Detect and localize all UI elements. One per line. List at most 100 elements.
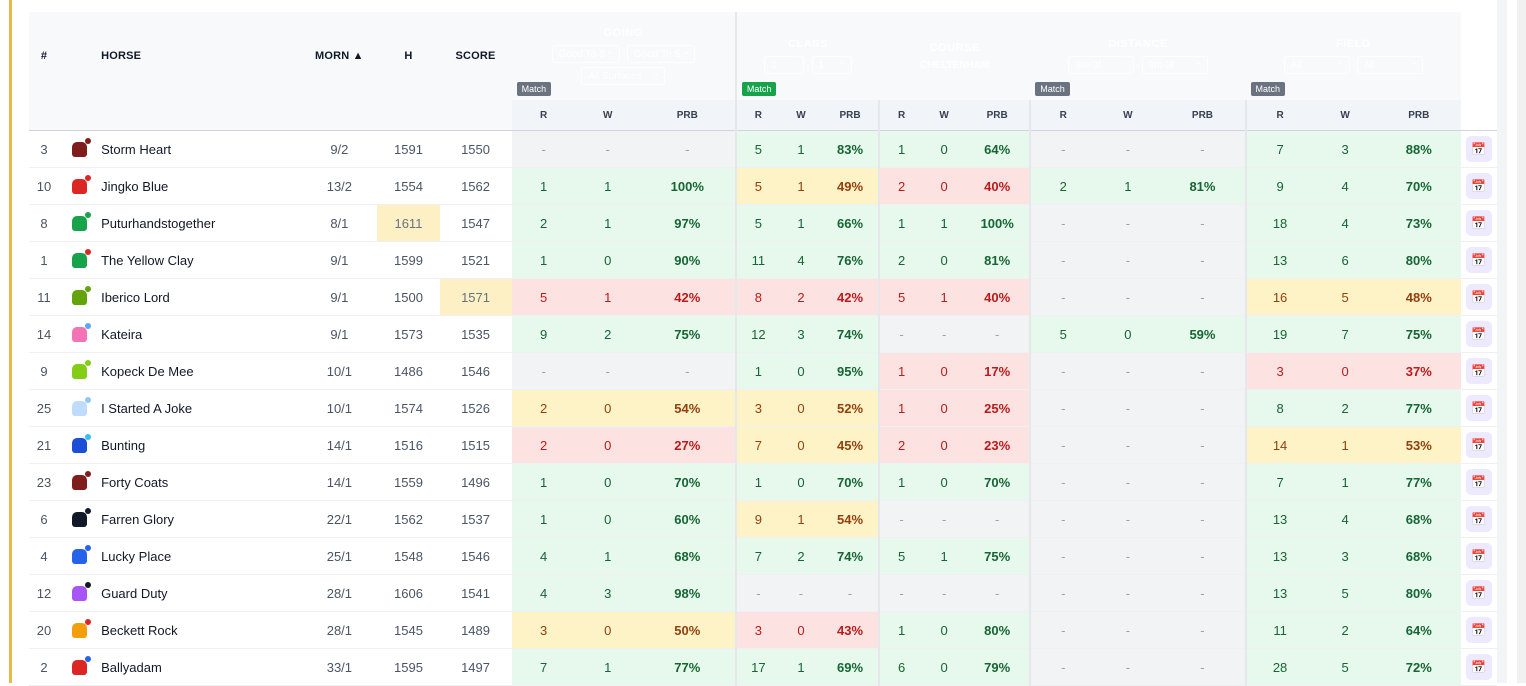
jockey-silk-icon [69, 619, 92, 641]
calendar-save-icon[interactable]: 📅 [1465, 506, 1492, 532]
score: 1547 [439, 204, 512, 242]
course-runs: 2 [878, 241, 924, 279]
runner-row[interactable]: 2 Ballyadam 33/1 1595 1497 7 1 77% 17 1 69% 6 0 79% - -… [29, 648, 1497, 686]
going-prb: 42% [639, 278, 736, 316]
horse-name[interactable]: Bunting [101, 426, 302, 464]
silk-cell [59, 389, 102, 427]
runner-row[interactable]: 8 Puturhandstogether 8/1 1611 1547 2 1 97% 5 1 66%… [29, 204, 1497, 242]
class-prb: 52% [821, 389, 880, 427]
distance-select-from[interactable]: 3m-3f [1068, 54, 1135, 74]
horse-name[interactable]: Farren Glory [101, 500, 302, 538]
field-select-from[interactable]: All [1283, 54, 1350, 74]
calendar-save-icon[interactable]: 📅 [1465, 210, 1492, 236]
dist-prb: 81% [1160, 167, 1246, 205]
class-wins: 1 [779, 130, 822, 168]
calendar-save-icon[interactable]: 📅 [1465, 358, 1492, 384]
going-select-to[interactable]: Good To S [626, 43, 695, 63]
silk-cell [59, 537, 102, 575]
runner-row[interactable]: 14 Kateira 9/1 1573 1535 9 2 75% 12 3 74% - - -5 0 59% 1… [29, 315, 1497, 353]
calendar-save-icon[interactable]: 📅 [1465, 136, 1492, 162]
calendar-save-icon[interactable]: 📅 [1465, 617, 1492, 643]
dist-runs: - [1029, 352, 1096, 390]
horse-name[interactable]: Lucky Place [101, 537, 302, 575]
course-wins: 1 [923, 537, 966, 575]
col-header-score[interactable]: SCORE [439, 12, 512, 100]
class-select-to[interactable]: 1 [811, 54, 852, 74]
runner-row[interactable]: 20 Beckett Rock 28/1 1545 1489 3 0 50% 3 0 43% 1 0 80… [29, 611, 1497, 649]
score: 1535 [439, 315, 512, 353]
calendar-save-icon[interactable]: 📅 [1465, 432, 1492, 458]
runner-row[interactable]: 6 Farren Glory 22/1 1562 1537 1 0 60% 9 1 54% - - - - -… [29, 500, 1497, 538]
h-rating: 1591 [377, 130, 440, 168]
runner-row[interactable]: 9 Kopeck De Mee 10/1 1486 1546- - -1 0 95% 1 0 17% -… [29, 352, 1497, 390]
horse-name[interactable]: I Started A Joke [101, 389, 302, 427]
class-prb: 74% [821, 315, 880, 353]
runner-row[interactable]: 3 Storm Heart 9/2 1591 1550- - -5 1 83% 1 0 64% - - -7… [29, 130, 1497, 168]
horse-name[interactable]: Kopeck De Mee [101, 352, 302, 390]
col-header-h[interactable]: H [377, 12, 440, 100]
horse-name[interactable]: The Yellow Clay [101, 241, 302, 279]
field-runs: 7 [1244, 463, 1314, 501]
field-wins: 4 [1313, 167, 1377, 205]
runner-row[interactable]: 23 Forty Coats 14/1 1559 1496 1 0 70% 1 0 70% 1 0 70%… [29, 463, 1497, 501]
horse-name[interactable]: Kateira [101, 315, 302, 353]
jockey-silk-icon [69, 249, 92, 271]
runner-row[interactable]: 21 Bunting 14/1 1516 1515 2 0 27% 7 0 45% 2 0 23% - - -1… [29, 426, 1497, 464]
surface-select[interactable]: All Surfaces [581, 65, 666, 85]
calendar-save-icon[interactable]: 📅 [1465, 247, 1492, 273]
course-runs: 1 [878, 463, 924, 501]
runner-row[interactable]: 1 The Yellow Clay 9/1 1599 1521 1 0 90% 11 4 76% 2 0… [29, 241, 1497, 279]
action-cell: 📅 [1460, 278, 1497, 316]
col-header-horse[interactable]: HORSE [101, 12, 302, 100]
action-cell: 📅 [1460, 463, 1497, 501]
horse-name[interactable]: Forty Coats [101, 463, 302, 501]
h-rating: 1500 [377, 278, 440, 316]
calendar-save-icon[interactable]: 📅 [1465, 395, 1492, 421]
field-wins: 4 [1313, 204, 1377, 242]
runner-row[interactable]: 10 Jingko Blue 13/2 1554 1562 1 1 100% 5 1 49% 2 0 40… [29, 167, 1497, 205]
scrollbar[interactable] [1517, 0, 1526, 683]
field-select-to[interactable]: All [1356, 54, 1423, 74]
course-wins: - [923, 574, 966, 612]
horse-name[interactable]: Jingko Blue [101, 167, 302, 205]
course-wins: 1 [923, 278, 966, 316]
horse-name[interactable]: Storm Heart [101, 130, 302, 168]
horse-name[interactable]: Iberico Lord [101, 278, 302, 316]
class-wins: 1 [779, 648, 822, 686]
calendar-save-icon[interactable]: 📅 [1465, 173, 1492, 199]
horse-name[interactable]: Beckett Rock [101, 611, 302, 649]
runner-row[interactable]: 4 Lucky Place 25/1 1548 1546 4 1 68% 7 2 74% 5 1 75% -… [29, 537, 1497, 575]
distance-match-badge[interactable]: Match [1035, 82, 1070, 96]
horse-name[interactable]: Guard Duty [101, 574, 302, 612]
class-prb: 83% [821, 130, 880, 168]
distance-select-to[interactable]: 3m-3f [1141, 54, 1208, 74]
h-rating: 1545 [377, 611, 440, 649]
col-header-morn[interactable]: MORN ▲ [301, 12, 378, 100]
calendar-save-icon[interactable]: 📅 [1465, 469, 1492, 495]
class-match-badge[interactable]: Match [741, 82, 777, 96]
class-runs: 8 [734, 278, 780, 316]
calendar-save-icon[interactable]: 📅 [1465, 543, 1492, 569]
silk-cell [59, 574, 102, 612]
going-match-badge[interactable]: Match [516, 82, 552, 96]
field-runs: 28 [1244, 648, 1314, 686]
dist-wins: - [1095, 648, 1161, 686]
calendar-save-icon[interactable]: 📅 [1465, 654, 1492, 680]
runner-row[interactable]: 11 Iberico Lord 9/1 1500 1571 5 1 42% 8 2 42% 5 1 40%… [29, 278, 1497, 316]
silk-cell [59, 352, 102, 390]
field-wins: 7 [1313, 315, 1377, 353]
jockey-silk-icon [69, 323, 92, 345]
going-select-from[interactable]: Good To S [551, 43, 620, 63]
class-wins: - [779, 574, 822, 612]
action-cell: 📅 [1460, 167, 1497, 205]
runner-row[interactable]: 25 I Started A Joke 10/1 1574 1526 2 0 54% 3 0 52%… [29, 389, 1497, 427]
horse-name[interactable]: Puturhandstogether [101, 204, 302, 242]
calendar-save-icon[interactable]: 📅 [1465, 321, 1492, 347]
class-select-from[interactable]: 1 [764, 54, 805, 74]
calendar-save-icon[interactable]: 📅 [1465, 580, 1492, 606]
horse-name[interactable]: Ballyadam [101, 648, 302, 686]
calendar-save-icon[interactable]: 📅 [1465, 284, 1492, 310]
field-match-badge[interactable]: Match [1250, 82, 1286, 96]
subheader-dist-prb: PRB [1160, 100, 1246, 131]
runner-row[interactable]: 12 Guard Duty 28/1 1606 1541 4 3 98% - - - - - - - - -13… [29, 574, 1497, 612]
